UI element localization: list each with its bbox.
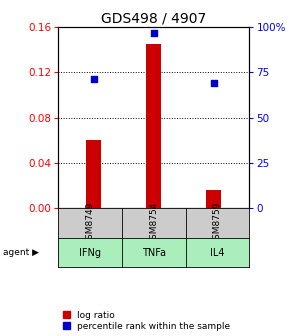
Text: IFNg: IFNg	[79, 248, 101, 258]
Text: agent ▶: agent ▶	[3, 248, 39, 257]
Point	[92, 76, 96, 81]
Point	[211, 80, 216, 86]
Point	[151, 31, 156, 36]
Text: GSM8754: GSM8754	[149, 201, 158, 245]
Text: IL4: IL4	[210, 248, 225, 258]
Title: GDS498 / 4907: GDS498 / 4907	[101, 12, 206, 26]
Legend: log ratio, percentile rank within the sample: log ratio, percentile rank within the sa…	[63, 310, 231, 332]
Text: GSM8749: GSM8749	[85, 201, 95, 245]
Bar	[206, 190, 221, 208]
Bar	[146, 44, 161, 208]
Text: GSM8759: GSM8759	[213, 201, 222, 245]
Text: TNFa: TNFa	[142, 248, 166, 258]
Bar	[86, 140, 102, 208]
